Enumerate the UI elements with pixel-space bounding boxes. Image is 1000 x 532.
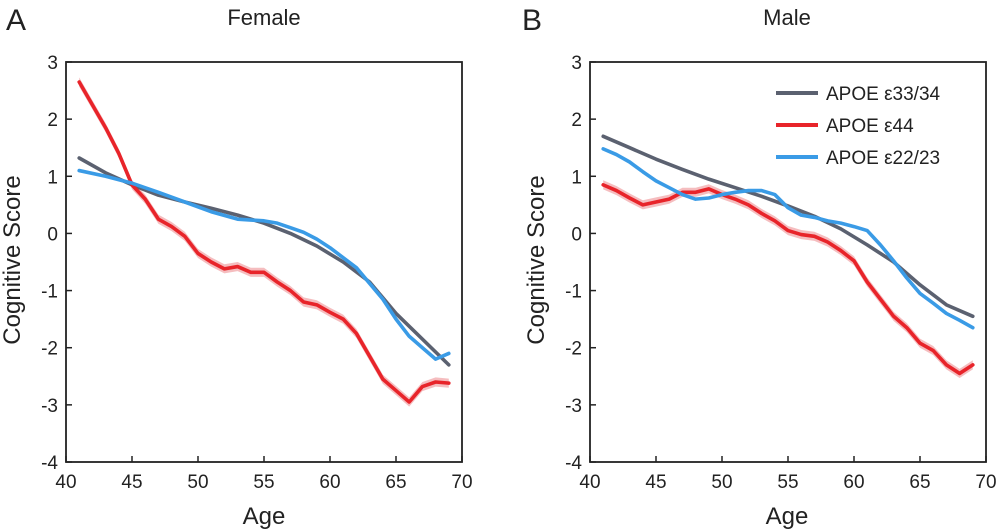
- panel-letter: B: [522, 4, 542, 37]
- panel-letter: A: [6, 4, 26, 37]
- x-tick-label: 55: [777, 472, 798, 493]
- x-tick-label: 50: [711, 472, 732, 493]
- x-tick-label: 45: [121, 472, 142, 493]
- x-tick-label: 65: [385, 472, 406, 493]
- y-tick-label: 3: [47, 53, 58, 74]
- y-tick-label: 2: [571, 110, 582, 131]
- series-line-apoe-e22-23: [77, 168, 451, 361]
- legend: APOE ε33/34 APOE ε44 APOE ε22/23: [776, 84, 941, 169]
- y-tick-label: -3: [565, 396, 582, 417]
- x-tick-label: 40: [579, 472, 600, 493]
- panel-title: Female: [227, 5, 300, 30]
- y-tick-label: 0: [571, 224, 582, 245]
- y-tick-label: 0: [47, 224, 58, 245]
- legend-label-apoe-e33-34: APOE ε33/34: [826, 84, 941, 105]
- y-tick-label: 1: [47, 167, 58, 188]
- series-line-apoe-e44: [601, 183, 975, 376]
- y-tick-label: -4: [565, 453, 582, 474]
- y-tick-label: 1: [571, 167, 582, 188]
- x-axis-label: Age: [766, 503, 809, 530]
- x-tick-label: 65: [909, 472, 930, 493]
- plot-area: 40 45 50 55 60 65 70 -4 -3 -2 -1 0 1 2 3: [41, 53, 472, 493]
- panel-title: Male: [763, 5, 811, 30]
- y-tick-label: -1: [565, 282, 582, 303]
- x-axis-label: Age: [243, 503, 286, 530]
- x-tick-label: 45: [645, 472, 666, 493]
- axes-frame: [589, 61, 987, 463]
- y-tick-label: 3: [571, 53, 582, 74]
- x-tick-label: 70: [975, 472, 996, 493]
- y-tick-label: -3: [41, 396, 58, 417]
- x-tick-label: 50: [187, 472, 208, 493]
- series-line-apoe-e22-23: [601, 147, 975, 330]
- axes-frame: [65, 61, 463, 463]
- y-axis-label: Cognitive Score: [0, 175, 26, 344]
- legend-label-apoe-e22-23: APOE ε22/23: [826, 148, 940, 169]
- y-tick-label: -2: [41, 339, 58, 360]
- y-tick-label: 2: [47, 110, 58, 131]
- panel-female: A Female Age Cognitive Score 40 45 50 55 60 6…: [0, 4, 473, 530]
- series-line-apoe-e44: [77, 80, 451, 404]
- x-tick-label: 55: [253, 472, 274, 493]
- legend-label-apoe-e44: APOE ε44: [826, 116, 914, 137]
- x-tick-label: 60: [319, 472, 340, 493]
- y-tick-label: -4: [41, 453, 58, 474]
- plot-area: 40 45 50 55 60 65 70 -4 -3 -2 -1 0 1 2 3: [565, 53, 996, 493]
- x-tick-label: 70: [451, 472, 472, 493]
- ci-band-apoe-e44: [603, 180, 973, 378]
- x-tick-label: 60: [843, 472, 864, 493]
- ci-band-apoe-e44: [79, 77, 449, 407]
- y-axis-label: Cognitive Score: [523, 175, 550, 344]
- y-tick-label: -2: [565, 339, 582, 360]
- panel-male: B Male Age Cognitive Score 40 45 50 55 60 65 7…: [522, 4, 997, 530]
- y-tick-label: -1: [41, 282, 58, 303]
- x-tick-label: 40: [55, 472, 76, 493]
